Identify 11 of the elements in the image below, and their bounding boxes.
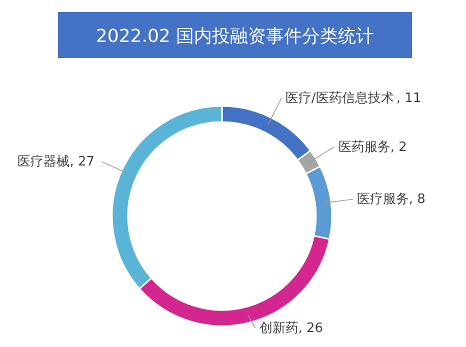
data-label: , 26 (298, 321, 324, 336)
data-label: , 11 (396, 91, 422, 106)
slice-label: 医疗/医药信息技术 (285, 91, 394, 106)
data-label: , 2 (390, 140, 407, 155)
slice-label: 医疗服务 (356, 192, 409, 208)
slice-label: 医药服务 (338, 140, 390, 155)
data-label: , 27 (70, 154, 95, 170)
chart-title: 2022.02 国内投融资事件分类统计 (96, 26, 374, 47)
slice-label: 医疗器械 (18, 154, 70, 170)
slice-label: 创新药 (259, 321, 298, 336)
data-label: , 8 (408, 192, 426, 208)
